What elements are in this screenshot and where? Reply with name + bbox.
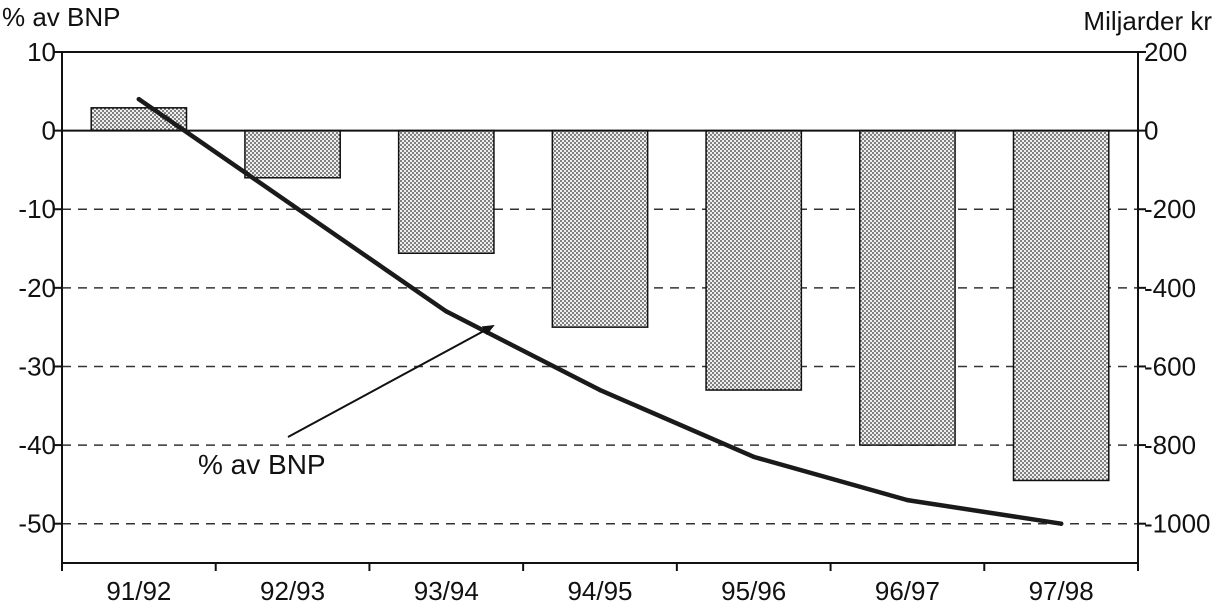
left-tick-label: -20 bbox=[18, 273, 56, 303]
annotation-arrow bbox=[287, 325, 495, 438]
bar-97/98 bbox=[1012, 129, 1110, 482]
line-series bbox=[136, 96, 1064, 526]
x-tick-label-96/97: 96/97 bbox=[875, 576, 940, 606]
left-tick-label: -30 bbox=[18, 351, 56, 381]
left-tick-label: -40 bbox=[18, 430, 56, 460]
annotation: % av BNP bbox=[198, 325, 495, 480]
x-tick-label-95/96: 95/96 bbox=[721, 576, 786, 606]
line-point-94/95 bbox=[597, 387, 603, 393]
axes bbox=[54, 51, 1146, 571]
bar-94/95 bbox=[551, 129, 649, 328]
bar-92/93 bbox=[244, 129, 341, 179]
right-tick-label: -400 bbox=[1144, 273, 1196, 303]
right-tick-label: 0 bbox=[1144, 116, 1158, 146]
bar-93/94 bbox=[397, 129, 495, 255]
left-tick-label: 10 bbox=[27, 37, 56, 67]
line-point-91/92 bbox=[136, 96, 142, 102]
bars bbox=[90, 107, 1110, 482]
left-tick-label: -50 bbox=[18, 509, 56, 539]
left-tick-label: -10 bbox=[18, 194, 56, 224]
right-tick-label: 200 bbox=[1144, 37, 1187, 67]
right-tick-label: -800 bbox=[1144, 430, 1196, 460]
x-tick-label-91/92: 91/92 bbox=[106, 576, 171, 606]
bar-95/96 bbox=[705, 129, 803, 391]
x-tick-label-97/98: 97/98 bbox=[1029, 576, 1094, 606]
plot-frame bbox=[61, 51, 1139, 564]
annotation-label: % av BNP bbox=[198, 449, 326, 480]
line-point-93/94 bbox=[444, 309, 449, 314]
right-tick-label: -600 bbox=[1144, 351, 1196, 381]
left-axis-unit-label: % av BNP bbox=[2, 2, 121, 32]
grid-lines bbox=[62, 208, 1138, 525]
bar-91/92 bbox=[90, 107, 188, 132]
line-point-97/98 bbox=[1058, 521, 1064, 526]
x-tick-label-94/95: 94/95 bbox=[567, 576, 632, 606]
line-point-92/93 bbox=[290, 203, 295, 208]
right-tick-label: -200 bbox=[1144, 194, 1196, 224]
left-tick-label: 0 bbox=[42, 116, 56, 146]
x-tick-label-92/93: 92/93 bbox=[260, 576, 325, 606]
bar-96/97 bbox=[859, 129, 956, 446]
right-tick-label: -1000 bbox=[1144, 509, 1211, 539]
line-point-96/97 bbox=[905, 497, 910, 503]
x-tick-label-93/94: 93/94 bbox=[414, 576, 479, 606]
line-point-95/96 bbox=[751, 454, 756, 460]
right-axis-unit-label: Miljarder kr bbox=[1083, 6, 1212, 36]
tick-labels: 10 0 -10 -20 -30 -40 -50 200 0 -200 -400 -600 -800 -1… bbox=[18, 37, 1210, 606]
